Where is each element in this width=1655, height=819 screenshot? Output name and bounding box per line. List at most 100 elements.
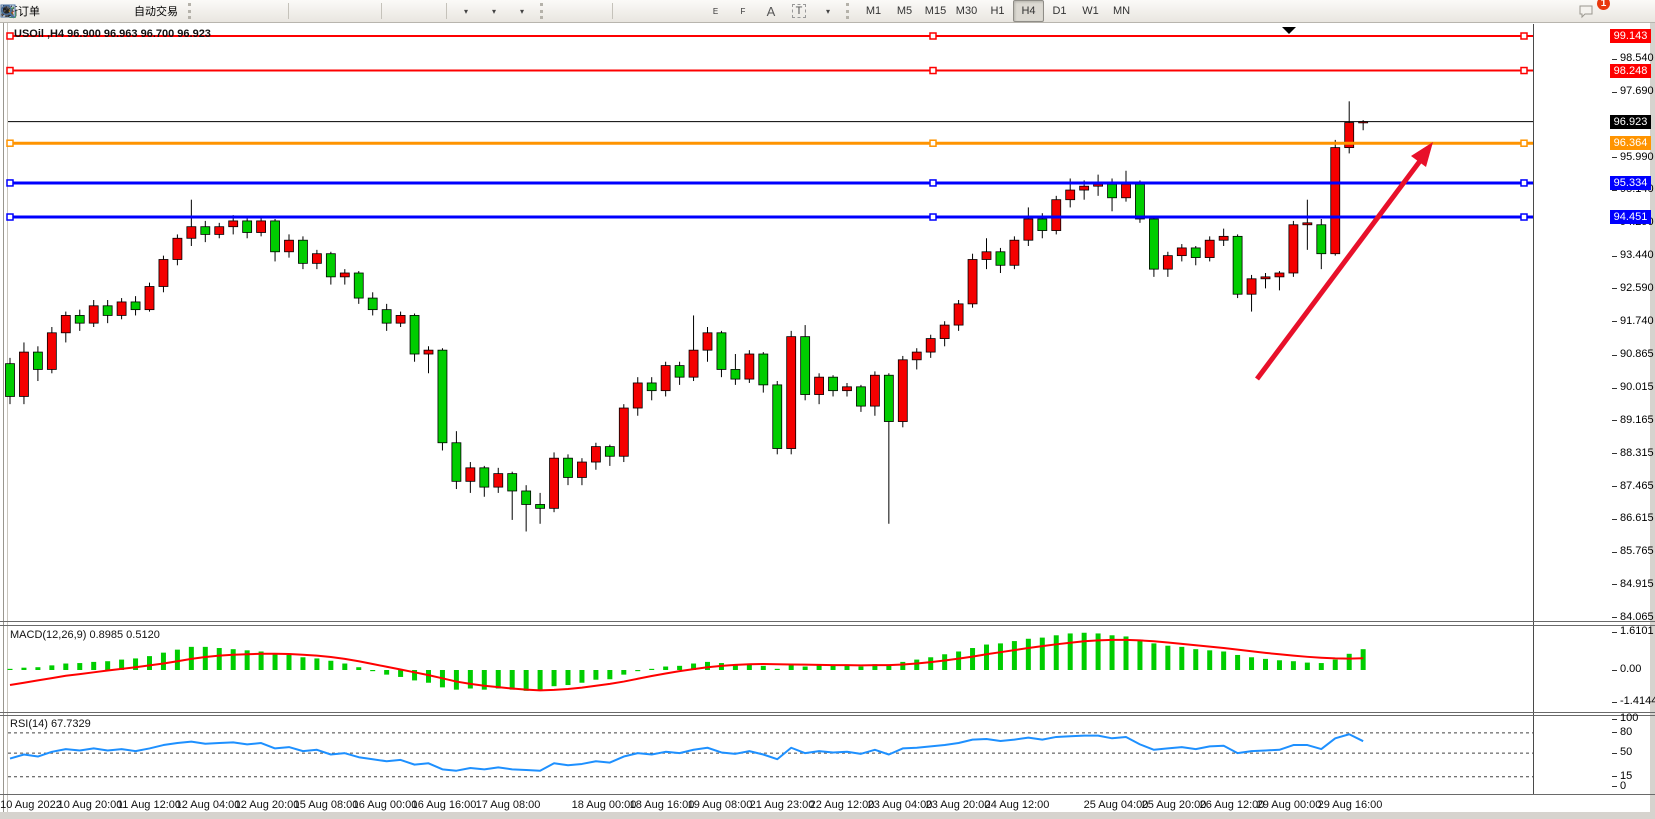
annotation-arrow-head[interactable] (1411, 142, 1433, 167)
horizontal-line-button[interactable] (1, 0, 673, 22)
notification-badge: 1 (1597, 0, 1610, 10)
macd-histogram-bar (49, 665, 55, 670)
price-level-badge-95.334[interactable]: 95.334 (1610, 175, 1651, 190)
vertical-line-button[interactable] (5, 0, 645, 22)
toolbar: 新订单 自动交易 (0, 0, 1655, 23)
timeframe-button-m1[interactable]: M1 (865, 5, 882, 17)
level-handle[interactable] (1520, 66, 1528, 75)
level-handle[interactable] (6, 66, 14, 75)
level-handle[interactable] (6, 32, 14, 40)
search-icon[interactable] (1, 0, 1577, 22)
macd-histogram-bar (802, 666, 808, 670)
crosshair-button[interactable] (1, 0, 608, 22)
chevron-down-icon: ▾ (825, 6, 830, 16)
trendline-button[interactable] (1, 0, 701, 22)
candle-bullish (423, 349, 434, 355)
shapes-button[interactable]: ▾ (2, 0, 841, 22)
level-handle[interactable] (929, 66, 937, 75)
price-tick (1612, 91, 1617, 93)
candle-bearish (758, 353, 769, 386)
timeframe-button-m30[interactable]: M30 (955, 5, 978, 17)
toolbar-grip[interactable] (188, 3, 195, 19)
level-handle[interactable] (1520, 32, 1528, 40)
panel-separator[interactable] (0, 621, 1655, 622)
time-axis-label: 18 Aug 16:00 (629, 799, 695, 811)
candle-bullish (1204, 239, 1215, 258)
level-handle[interactable] (6, 179, 14, 187)
chart-shift-marker[interactable] (1282, 27, 1296, 34)
price-level-badge-94.451[interactable]: 94.451 (1610, 210, 1651, 225)
macd-histogram-bar (635, 670, 641, 672)
candle-bearish (1149, 218, 1159, 270)
auto-trading-button[interactable]: 自动交易 (0, 0, 183, 22)
fibonacci-button[interactable]: F (1, 0, 757, 22)
terminal-icon[interactable] (0, 0, 101, 22)
candle-bearish (535, 504, 545, 509)
candle-bullish (1051, 199, 1062, 231)
panel-separator[interactable] (0, 715, 1655, 716)
tile-windows-button[interactable] (0, 0, 377, 22)
chevron-down-icon: ▾ (491, 6, 496, 16)
timeframe-button-mn[interactable]: MN (1112, 5, 1131, 17)
line-chart-button[interactable] (0, 0, 284, 22)
level-handle[interactable] (1520, 179, 1528, 187)
signals-icon[interactable] (1, 0, 129, 22)
timeframe-button-h1[interactable]: H1 (990, 5, 1005, 17)
rsi-panel-plot[interactable] (0, 715, 1533, 794)
macd-histogram-bar (1095, 633, 1101, 670)
candle-bullish (632, 382, 643, 409)
level-handle[interactable] (929, 179, 937, 187)
indicators-button[interactable]: ▾ (0, 0, 479, 22)
annotation-arrow-line[interactable] (1254, 159, 1423, 381)
level-handle[interactable] (929, 32, 937, 40)
macd-histogram-bar (244, 650, 250, 670)
zoom-in-button[interactable] (1, 0, 321, 22)
auto-scroll-button[interactable] (0, 0, 414, 22)
candle-bullish (1079, 185, 1090, 191)
channel-button[interactable]: E (0, 0, 729, 22)
price-tick (1612, 387, 1617, 389)
bar-chart-button[interactable] (1, 0, 228, 22)
main-chart-plot[interactable] (0, 24, 1533, 621)
toolbar-grip[interactable] (846, 3, 853, 19)
candle-chart-button[interactable] (1, 0, 256, 22)
templates-button[interactable]: ▾ (0, 0, 535, 22)
macd-tick (1612, 669, 1617, 671)
price-tick (1612, 518, 1617, 520)
timeframe-button-w1[interactable]: W1 (1082, 5, 1099, 17)
zoom-out-button[interactable] (1, 0, 349, 22)
macd-histogram-bar (1053, 635, 1059, 670)
price-level-badge-96.364[interactable]: 96.364 (1610, 136, 1651, 151)
price-level-badge-99.143[interactable]: 99.143 (1610, 29, 1651, 43)
candle-bearish (674, 365, 685, 378)
level-handle[interactable] (1520, 213, 1528, 221)
timeframe-button-h4[interactable]: H4 (1013, 0, 1044, 22)
macd-histogram-bar (370, 670, 376, 672)
megaphone-icon[interactable] (0, 0, 73, 22)
cursor-button[interactable] (3, 0, 580, 22)
macd-histogram-bar (300, 657, 306, 670)
level-handle[interactable] (1520, 139, 1528, 147)
text-tool-button[interactable]: A (757, 0, 785, 22)
panel-separator[interactable] (0, 712, 1655, 713)
notifications-button[interactable]: 1 (1577, 0, 1610, 22)
panel-separator[interactable] (0, 625, 1655, 626)
macd-panel-plot[interactable] (0, 626, 1533, 712)
toolbar-grip[interactable] (540, 3, 547, 19)
level-handle[interactable] (929, 139, 937, 147)
timeframe-button-d1[interactable]: D1 (1052, 5, 1067, 17)
chart-shift-button[interactable] (0, 0, 442, 22)
level-handle[interactable] (6, 213, 14, 221)
price-level-badge-96.923[interactable]: 96.923 (1610, 114, 1651, 129)
macd-histogram-bar (663, 666, 669, 670)
timeframe-button-m15[interactable]: M15 (924, 5, 947, 17)
macd-histogram-bar (1081, 632, 1087, 670)
label-tool-button[interactable]: T (785, 0, 813, 22)
level-handle[interactable] (929, 213, 937, 221)
periods-button[interactable]: ▾ (1, 0, 507, 22)
price-level-badge-98.248[interactable]: 98.248 (1610, 63, 1651, 78)
timeframe-button-m5[interactable]: M5 (896, 5, 913, 17)
candle-bullish (60, 315, 71, 334)
level-handle[interactable] (6, 139, 14, 147)
macd-histogram-bar (147, 656, 152, 670)
